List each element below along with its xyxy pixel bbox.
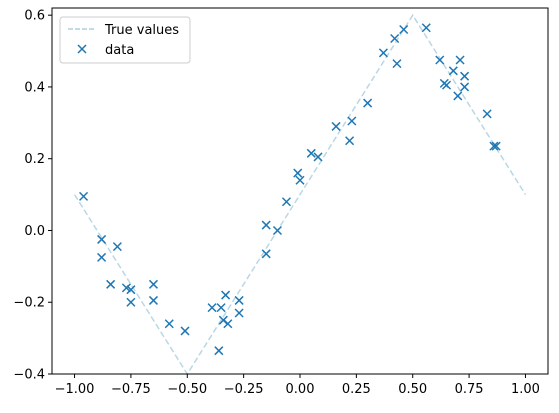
x-tick-label: −1.00 (55, 382, 95, 397)
data-point (207, 303, 217, 313)
data-point (482, 109, 492, 119)
data-point (97, 234, 107, 244)
data-point (79, 191, 89, 201)
x-tick-label: 1.00 (511, 382, 540, 397)
data-point (221, 290, 231, 300)
data-point (234, 308, 244, 318)
x-tick-label: −0.50 (167, 382, 207, 397)
data-point (148, 279, 158, 289)
data-point (216, 303, 226, 313)
data-points-layer (79, 23, 501, 356)
y-axis: −0.4 −0.2 0.0 0.2 0.4 0.6 (13, 9, 52, 383)
data-point (223, 319, 233, 329)
data-point (363, 98, 373, 108)
data-point (261, 220, 271, 230)
data-point (453, 91, 463, 101)
data-point (460, 82, 470, 92)
data-point (126, 285, 136, 295)
y-tick-label: −0.4 (13, 368, 45, 383)
plot-area (73, 13, 527, 376)
data-point (234, 295, 244, 305)
data-point (378, 48, 388, 58)
data-point (390, 33, 400, 44)
data-point (489, 141, 499, 151)
data-point (313, 152, 323, 162)
legend-data-label: data (105, 43, 134, 58)
data-point (448, 66, 458, 76)
data-point (345, 136, 355, 146)
data-point (106, 279, 116, 289)
x-axis: −1.00 −0.75 −0.50 −0.25 0.00 0.25 0.50 0.75 1.00 (55, 374, 540, 397)
x-tick-label: 0.75 (455, 382, 484, 397)
data-point (347, 116, 357, 126)
data-point (281, 197, 292, 207)
data-point (421, 23, 431, 33)
data-point (112, 242, 122, 252)
y-tick-label: −0.2 (13, 296, 45, 311)
legend-true-values-label: True values (104, 23, 179, 38)
data-point (293, 168, 303, 178)
data-point (295, 175, 305, 185)
x-tick-label: −0.25 (224, 382, 264, 397)
data-point (306, 148, 316, 158)
data-point (148, 295, 158, 305)
x-tick-label: 0.25 (342, 382, 371, 397)
x-tick-label: −0.75 (111, 382, 151, 397)
data-point (180, 326, 190, 336)
data-point (460, 71, 470, 81)
data-point (261, 249, 271, 259)
data-point (164, 319, 174, 329)
data-point (491, 141, 501, 151)
data-point (214, 346, 224, 356)
data-point (442, 80, 452, 90)
legend: True values data (59, 16, 191, 64)
true-values-line (73, 13, 527, 376)
data-point (455, 55, 465, 65)
data-point (392, 59, 402, 69)
true-values-layer (73, 13, 527, 376)
data-point (399, 24, 409, 35)
data-point (331, 121, 341, 131)
x-tick-label: 0.50 (398, 382, 427, 397)
y-tick-label: 0.4 (24, 80, 45, 95)
y-tick-label: 0.2 (24, 152, 45, 167)
x-tick-label: 0.00 (286, 382, 315, 397)
data-point (272, 225, 282, 236)
legend-data-swatch (77, 44, 87, 54)
data-point (97, 252, 107, 262)
y-tick-label: 0.6 (24, 9, 45, 24)
data-point (126, 297, 136, 307)
data-point (435, 55, 445, 65)
y-tick-label: 0.0 (24, 224, 45, 239)
